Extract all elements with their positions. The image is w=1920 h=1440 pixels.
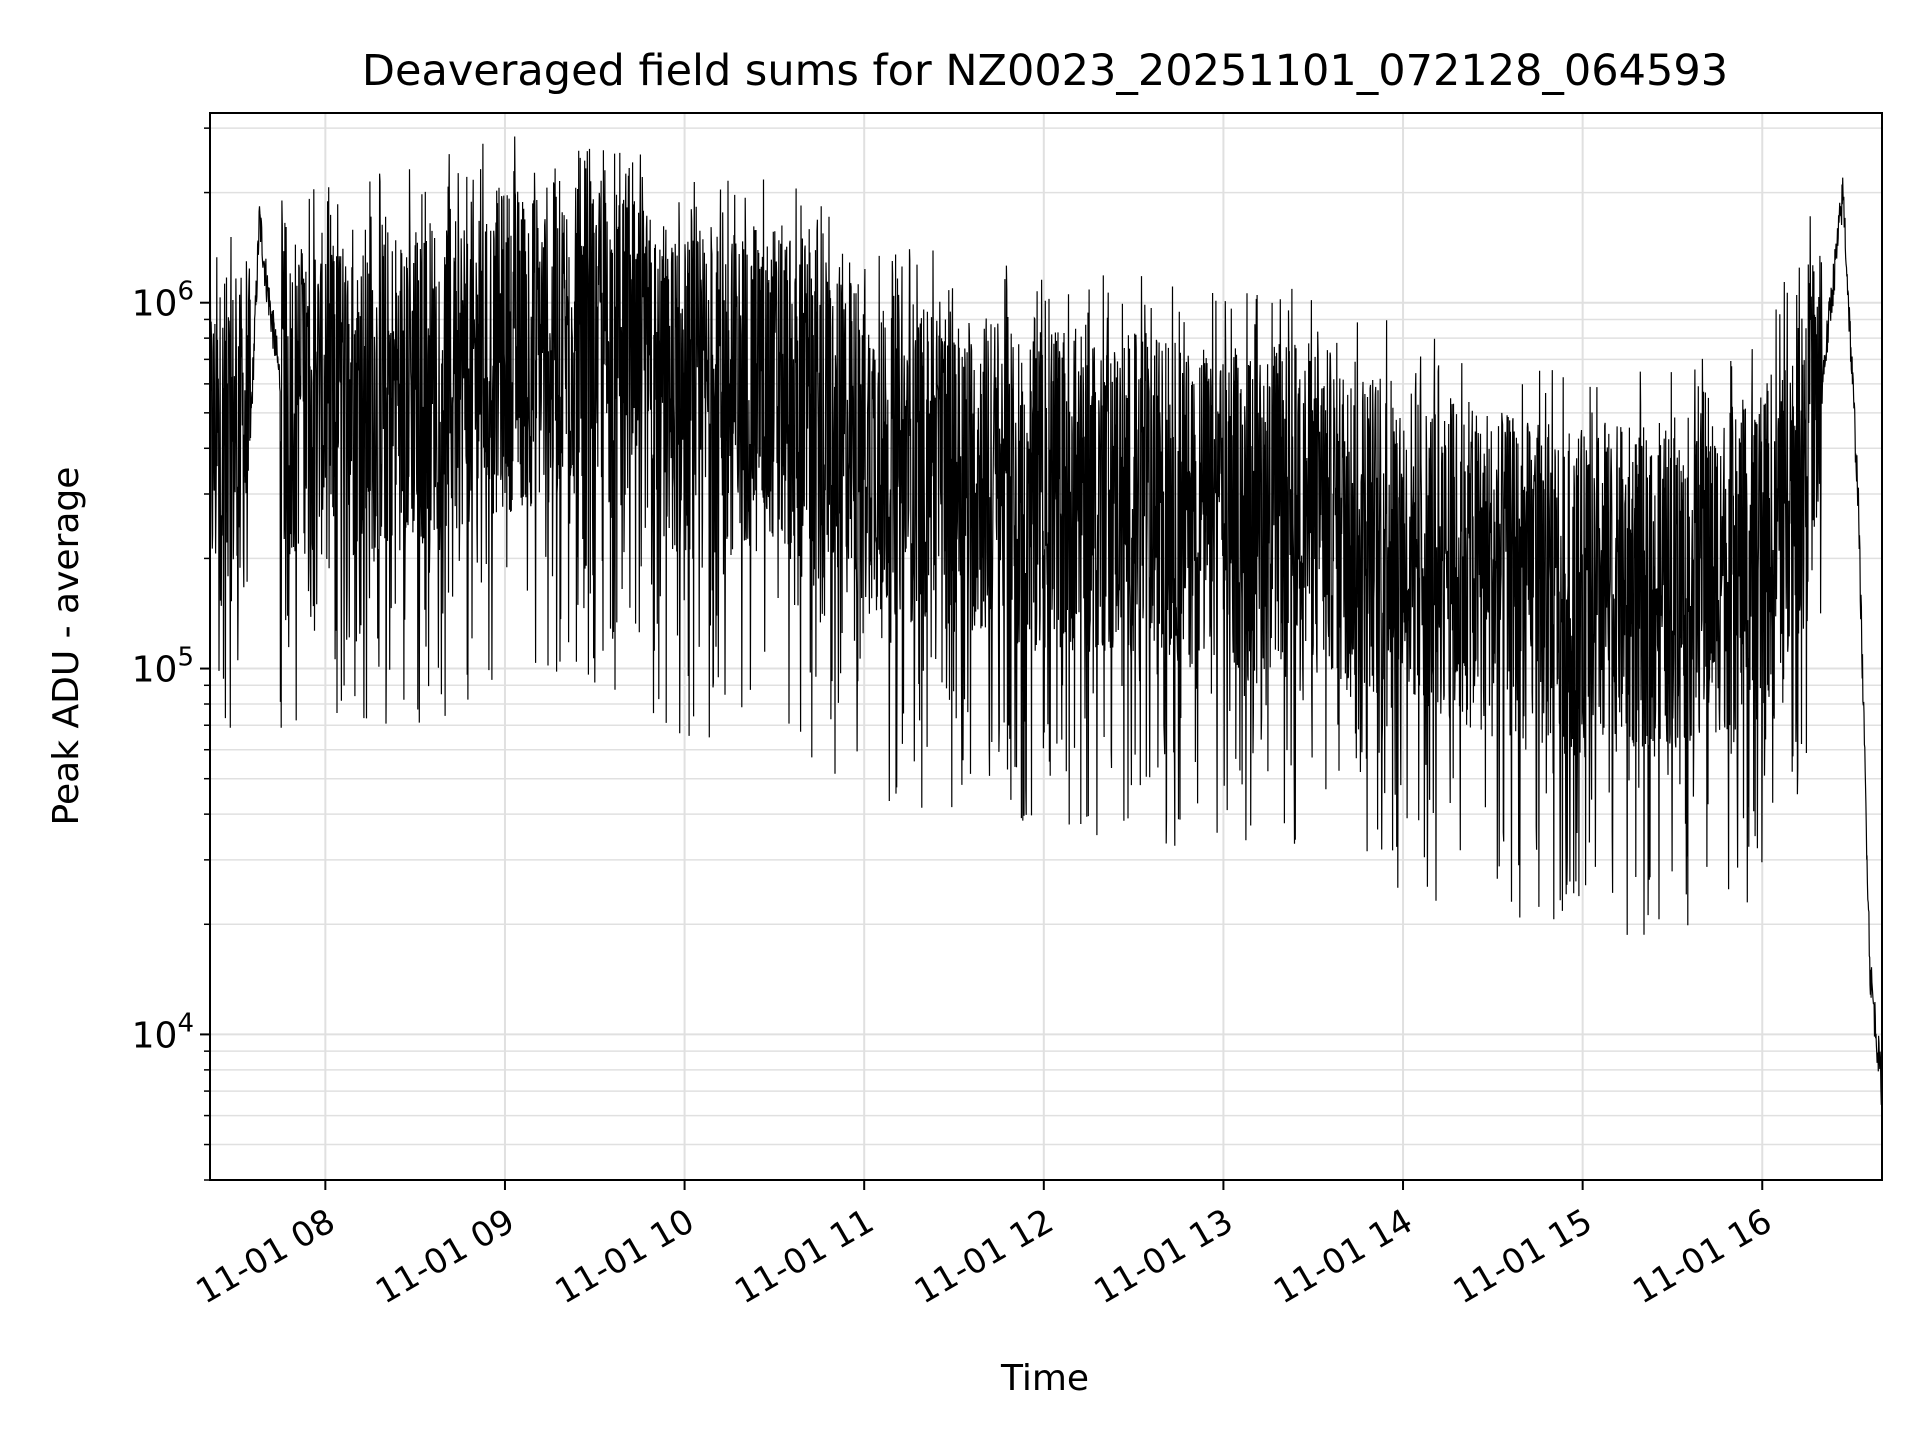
y-tick-label: 105	[132, 643, 194, 691]
x-axis-label: Time	[1000, 1358, 1089, 1399]
y-tick-label: 106	[132, 277, 194, 325]
series-layer	[210, 136, 1882, 1105]
plot-area-frame	[209, 112, 1883, 1181]
y-tick-label: 104	[132, 1008, 194, 1056]
y-axis: 104 105 106	[132, 127, 210, 1181]
y-axis-label: Peak ADU - average	[46, 467, 87, 826]
chart-title: Deaveraged field sums for NZ0023_2025110…	[362, 46, 1728, 96]
series-line	[210, 136, 1882, 1105]
